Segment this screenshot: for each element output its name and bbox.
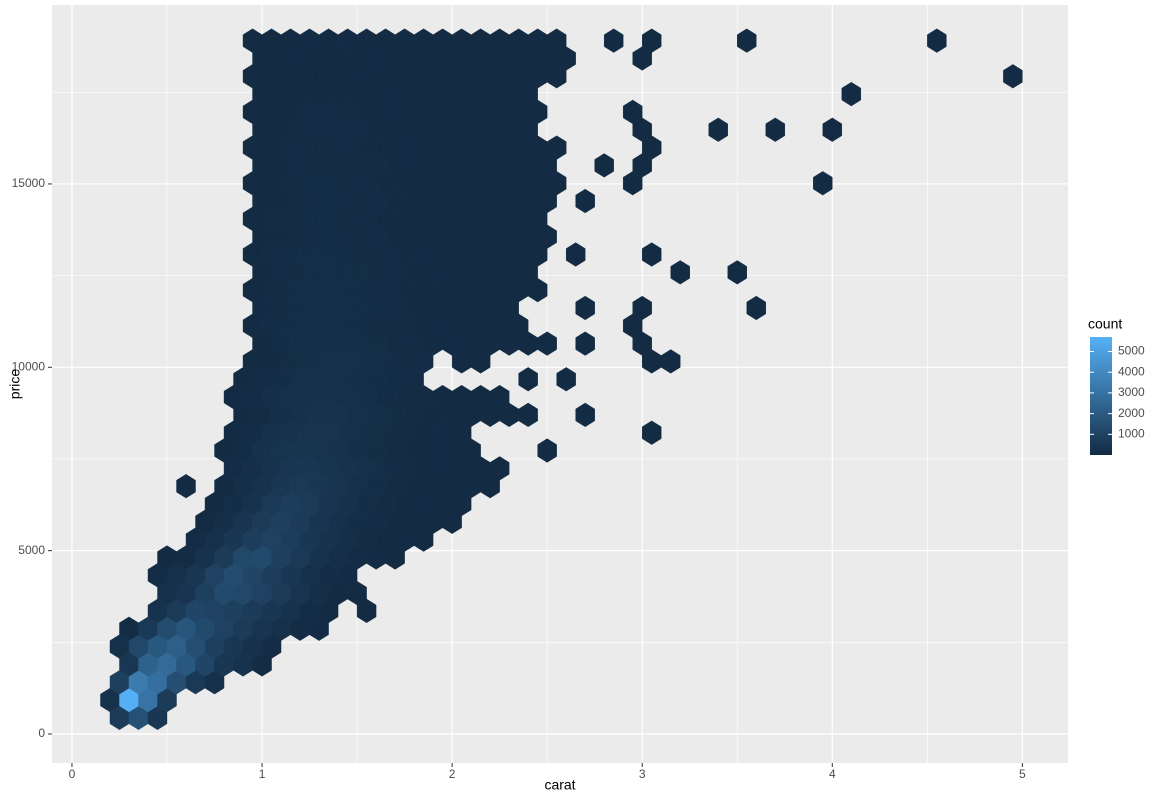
colorbar-label: 3000 (1118, 385, 1145, 399)
hex-bin (737, 28, 757, 53)
hex-bin (927, 28, 947, 53)
hex-bin (518, 402, 538, 428)
x-tick-label: 0 (69, 767, 76, 781)
axes: 0 1 2 3 4 5 0 5000 10000 15000 (12, 176, 1026, 781)
x-tick-label: 4 (829, 767, 836, 781)
x-tick-label: 1 (259, 767, 266, 781)
hexes (100, 28, 1023, 730)
y-tick-label: 10000 (12, 359, 46, 373)
hex-bin (1003, 64, 1023, 89)
y-tick-label: 5000 (18, 543, 45, 557)
hex-bin (708, 117, 728, 142)
hex-bin (594, 153, 614, 178)
hex-bin (565, 242, 586, 267)
hex-bin (642, 420, 662, 445)
colorbar-label: 2000 (1118, 406, 1145, 420)
legend: 1000 2000 3000 4000 5000 (1090, 344, 1145, 440)
x-tick-label: 3 (639, 767, 646, 781)
hex-bin (822, 117, 842, 142)
hex-bin (546, 135, 567, 160)
hex-bin (765, 117, 785, 142)
y-tick-label: 15000 (12, 176, 46, 190)
hex-bin (632, 295, 652, 321)
colorbar-label: 1000 (1118, 426, 1145, 440)
x-tick-label: 5 (1019, 767, 1026, 781)
hex-bin (575, 331, 595, 356)
colorbar (1090, 337, 1112, 455)
hex-bin (813, 171, 833, 196)
x-tick-label: 2 (449, 767, 456, 781)
hex-bin (537, 438, 557, 463)
hex-bin (489, 384, 510, 410)
hex-bin (575, 188, 595, 214)
hex-bin (661, 349, 681, 374)
hex-bin (489, 456, 510, 481)
colorbar-label: 4000 (1118, 364, 1145, 378)
hex-bin (556, 367, 576, 392)
y-tick-label: 0 (38, 726, 45, 740)
hex-bin (670, 260, 690, 285)
hex-bin (575, 295, 595, 321)
hex-bin (623, 99, 643, 125)
hex-bin (546, 28, 567, 53)
x-axis-title: carat (544, 777, 575, 793)
hex-bin (642, 28, 662, 53)
legend-title: count (1088, 316, 1122, 332)
hex-bin (176, 474, 196, 499)
hex-bin (518, 367, 538, 392)
colorbar-label: 5000 (1118, 344, 1145, 358)
hex-bin (727, 260, 747, 285)
hex-bin (841, 81, 862, 107)
hex-bin (746, 295, 766, 321)
hex-bin (642, 242, 662, 267)
hex-bin (603, 28, 624, 53)
y-axis-title: price (7, 369, 23, 400)
hex-bin (537, 331, 557, 356)
hex-bin (575, 402, 595, 428)
